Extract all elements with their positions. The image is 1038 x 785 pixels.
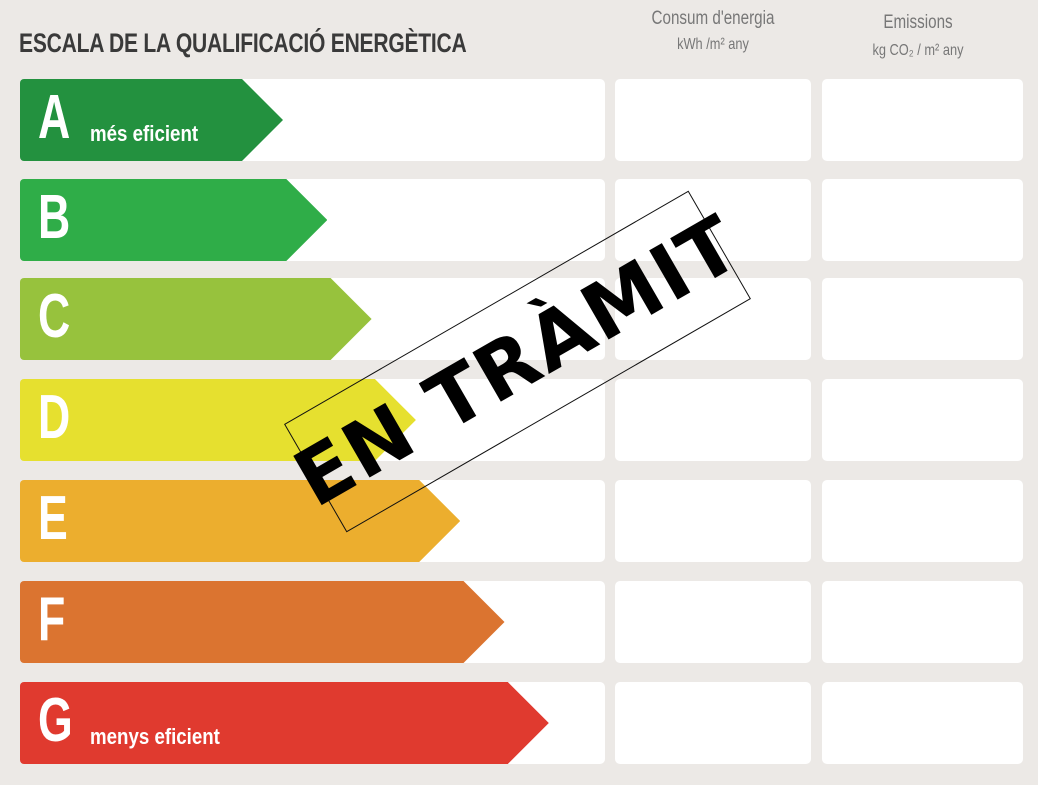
emissions-cell [822,480,1023,562]
rating-letter: F [38,585,66,654]
emissions-label: Emissions [883,12,953,33]
emissions-header: Emissions kg CO₂ / m² any [838,10,998,64]
consumption-cell [615,581,811,663]
consumption-label: Consum d'energia [651,8,775,29]
rating-letter: C [38,282,71,351]
rating-description: més eficient [90,121,199,146]
consumption-cell [615,379,811,461]
rating-arrow-d: D [20,379,416,461]
scale-title: ESCALA DE LA QUALIFICACIÓ ENERGÈTICA [19,28,467,58]
rating-arrow-e: E [20,480,461,562]
emissions-cell [822,379,1023,461]
rating-arrow-b: B [20,179,328,261]
emissions-cell [822,682,1023,764]
consumption-unit: kWh /m² any [677,36,749,53]
emissions-cell [822,79,1023,161]
rating-letter: E [38,484,68,553]
emissions-cell [822,278,1023,360]
rating-letter: D [38,383,71,452]
rating-letter: B [38,183,71,252]
consumption-cell [615,278,811,360]
rating-arrow-f: F [20,581,505,663]
consumption-cell [615,480,811,562]
rating-description: menys eficient [90,724,220,749]
consumption-cell [615,79,811,161]
consumption-cell [615,682,811,764]
emissions-cell [822,581,1023,663]
emissions-cell [822,179,1023,261]
rating-letter: G [38,686,73,755]
rating-letter: A [38,83,71,152]
consumption-header: Consum d'energia kWh /m² any [633,6,793,58]
consumption-cell [615,179,811,261]
emissions-unit: kg CO₂ / m² any [872,42,964,59]
rating-arrow-c: C [20,278,372,360]
